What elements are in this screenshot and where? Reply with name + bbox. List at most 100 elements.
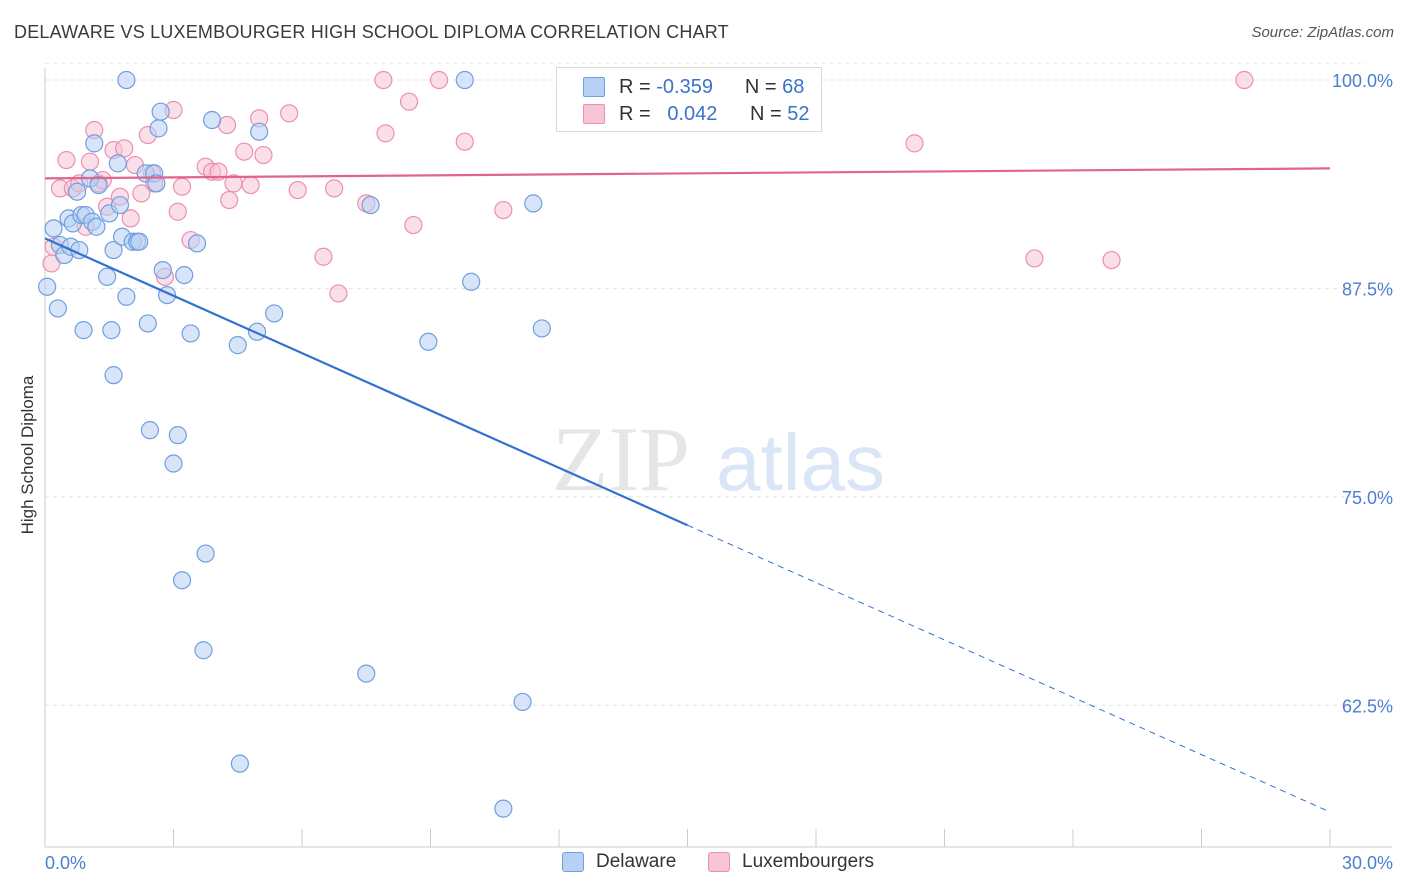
legend-n-label: N = bbox=[744, 75, 777, 98]
y-tick-label: 75.0% bbox=[1342, 488, 1393, 508]
data-point bbox=[57, 150, 76, 170]
data-point bbox=[532, 319, 551, 338]
data-point bbox=[140, 421, 160, 440]
data-point bbox=[194, 641, 213, 660]
data-point bbox=[1102, 250, 1121, 270]
data-point bbox=[130, 232, 149, 251]
data-point bbox=[494, 200, 513, 220]
data-point bbox=[38, 277, 57, 296]
data-point bbox=[250, 122, 269, 141]
data-point bbox=[455, 70, 474, 90]
legend-item-luxembourgers: Luxembourgers bbox=[708, 851, 874, 873]
y-tick-label: 62.5% bbox=[1342, 696, 1393, 716]
y-tick-label: 87.5% bbox=[1342, 279, 1393, 299]
data-point bbox=[235, 142, 254, 161]
watermark-zip: ZIP bbox=[552, 408, 690, 510]
data-point bbox=[85, 134, 104, 153]
data-point bbox=[181, 324, 200, 343]
axes bbox=[44, 68, 1392, 848]
data-point bbox=[68, 182, 87, 201]
data-point bbox=[494, 799, 513, 818]
data-point bbox=[265, 304, 284, 323]
legend-n-label: N = bbox=[750, 102, 782, 125]
data-point bbox=[80, 152, 100, 171]
legend-r-value: -0.359 bbox=[656, 75, 713, 98]
legend-swatch-delaware bbox=[562, 852, 584, 872]
data-point bbox=[168, 202, 187, 221]
watermark: ZIP atlas bbox=[552, 408, 885, 510]
data-point bbox=[74, 321, 93, 340]
data-point bbox=[168, 426, 187, 445]
legend-swatch-luxembourgers bbox=[583, 104, 605, 124]
data-point bbox=[98, 267, 117, 286]
data-point bbox=[220, 190, 239, 210]
data-point bbox=[455, 132, 474, 151]
legend-swatch-luxembourgers bbox=[708, 852, 730, 872]
data-point bbox=[314, 247, 333, 266]
watermark-atlas: atlas bbox=[716, 418, 885, 507]
data-point bbox=[429, 70, 449, 90]
luxembourgers-trend-line bbox=[44, 167, 1331, 180]
legend-row-delaware: R = -0.359 N = 68 bbox=[583, 76, 804, 98]
data-point bbox=[147, 174, 166, 193]
data-point bbox=[513, 692, 532, 712]
data-point bbox=[329, 284, 348, 303]
correlation-legend: R = -0.359 N = 68 R = 0.042 N = 52 bbox=[556, 67, 822, 132]
data-point bbox=[254, 145, 273, 165]
x-tick-label: 0.0% bbox=[45, 853, 86, 873]
data-point bbox=[361, 195, 380, 215]
data-point bbox=[48, 299, 67, 318]
data-point bbox=[247, 322, 267, 341]
legend-r-label: R = bbox=[619, 102, 651, 125]
data-point bbox=[419, 332, 438, 351]
data-point bbox=[44, 219, 63, 238]
data-point bbox=[104, 240, 123, 260]
data-point bbox=[376, 124, 395, 143]
data-point bbox=[404, 215, 423, 235]
delaware-trend-extension bbox=[687, 524, 1331, 813]
legend-r-value: 0.042 bbox=[667, 102, 718, 125]
source-label: Source: ZipAtlas.com bbox=[1251, 24, 1394, 41]
legend-label-delaware: Delaware bbox=[596, 851, 677, 872]
data-point bbox=[187, 234, 207, 253]
chart-title: DELAWARE VS LUXEMBOURGER HIGH SCHOOL DIP… bbox=[14, 22, 729, 42]
data-point bbox=[524, 194, 543, 213]
data-point bbox=[374, 70, 393, 90]
legend-item-delaware: Delaware bbox=[562, 851, 676, 873]
series-legend: Delaware Luxembourgers bbox=[0, 851, 1406, 877]
tick-labels: 62.5% 75.0% 87.5% 100.0% 0.0% 30.0% bbox=[45, 71, 1393, 873]
data-point bbox=[280, 104, 299, 123]
data-point bbox=[164, 454, 183, 473]
data-point bbox=[1235, 70, 1254, 90]
legend-swatch-delaware bbox=[583, 77, 605, 97]
data-point bbox=[104, 366, 123, 385]
legend-n-value: 68 bbox=[782, 75, 805, 98]
data-point bbox=[325, 179, 344, 198]
data-point bbox=[87, 217, 106, 236]
data-point bbox=[172, 177, 192, 196]
data-point bbox=[132, 184, 151, 203]
legend-n-value: 52 bbox=[787, 102, 810, 125]
legend-r-label: R = bbox=[619, 75, 651, 98]
trend-lines bbox=[44, 167, 1331, 813]
data-point bbox=[175, 265, 194, 285]
x-tick-label: 30.0% bbox=[1342, 853, 1393, 873]
data-point bbox=[462, 272, 481, 291]
data-point bbox=[241, 175, 260, 195]
data-point bbox=[115, 139, 134, 158]
data-point bbox=[117, 287, 136, 306]
data-point bbox=[230, 754, 249, 773]
delaware-trend-line bbox=[44, 237, 688, 527]
data-point bbox=[117, 70, 136, 90]
data-point bbox=[399, 92, 419, 111]
y-tick-label: 100.0% bbox=[1332, 71, 1393, 91]
data-point bbox=[108, 154, 127, 173]
data-point bbox=[102, 321, 121, 340]
data-point bbox=[357, 664, 376, 683]
data-point bbox=[151, 102, 170, 121]
data-point bbox=[153, 260, 172, 280]
legend-label-luxembourgers: Luxembourgers bbox=[742, 851, 875, 872]
data-point bbox=[121, 209, 140, 228]
data-point bbox=[288, 180, 307, 200]
